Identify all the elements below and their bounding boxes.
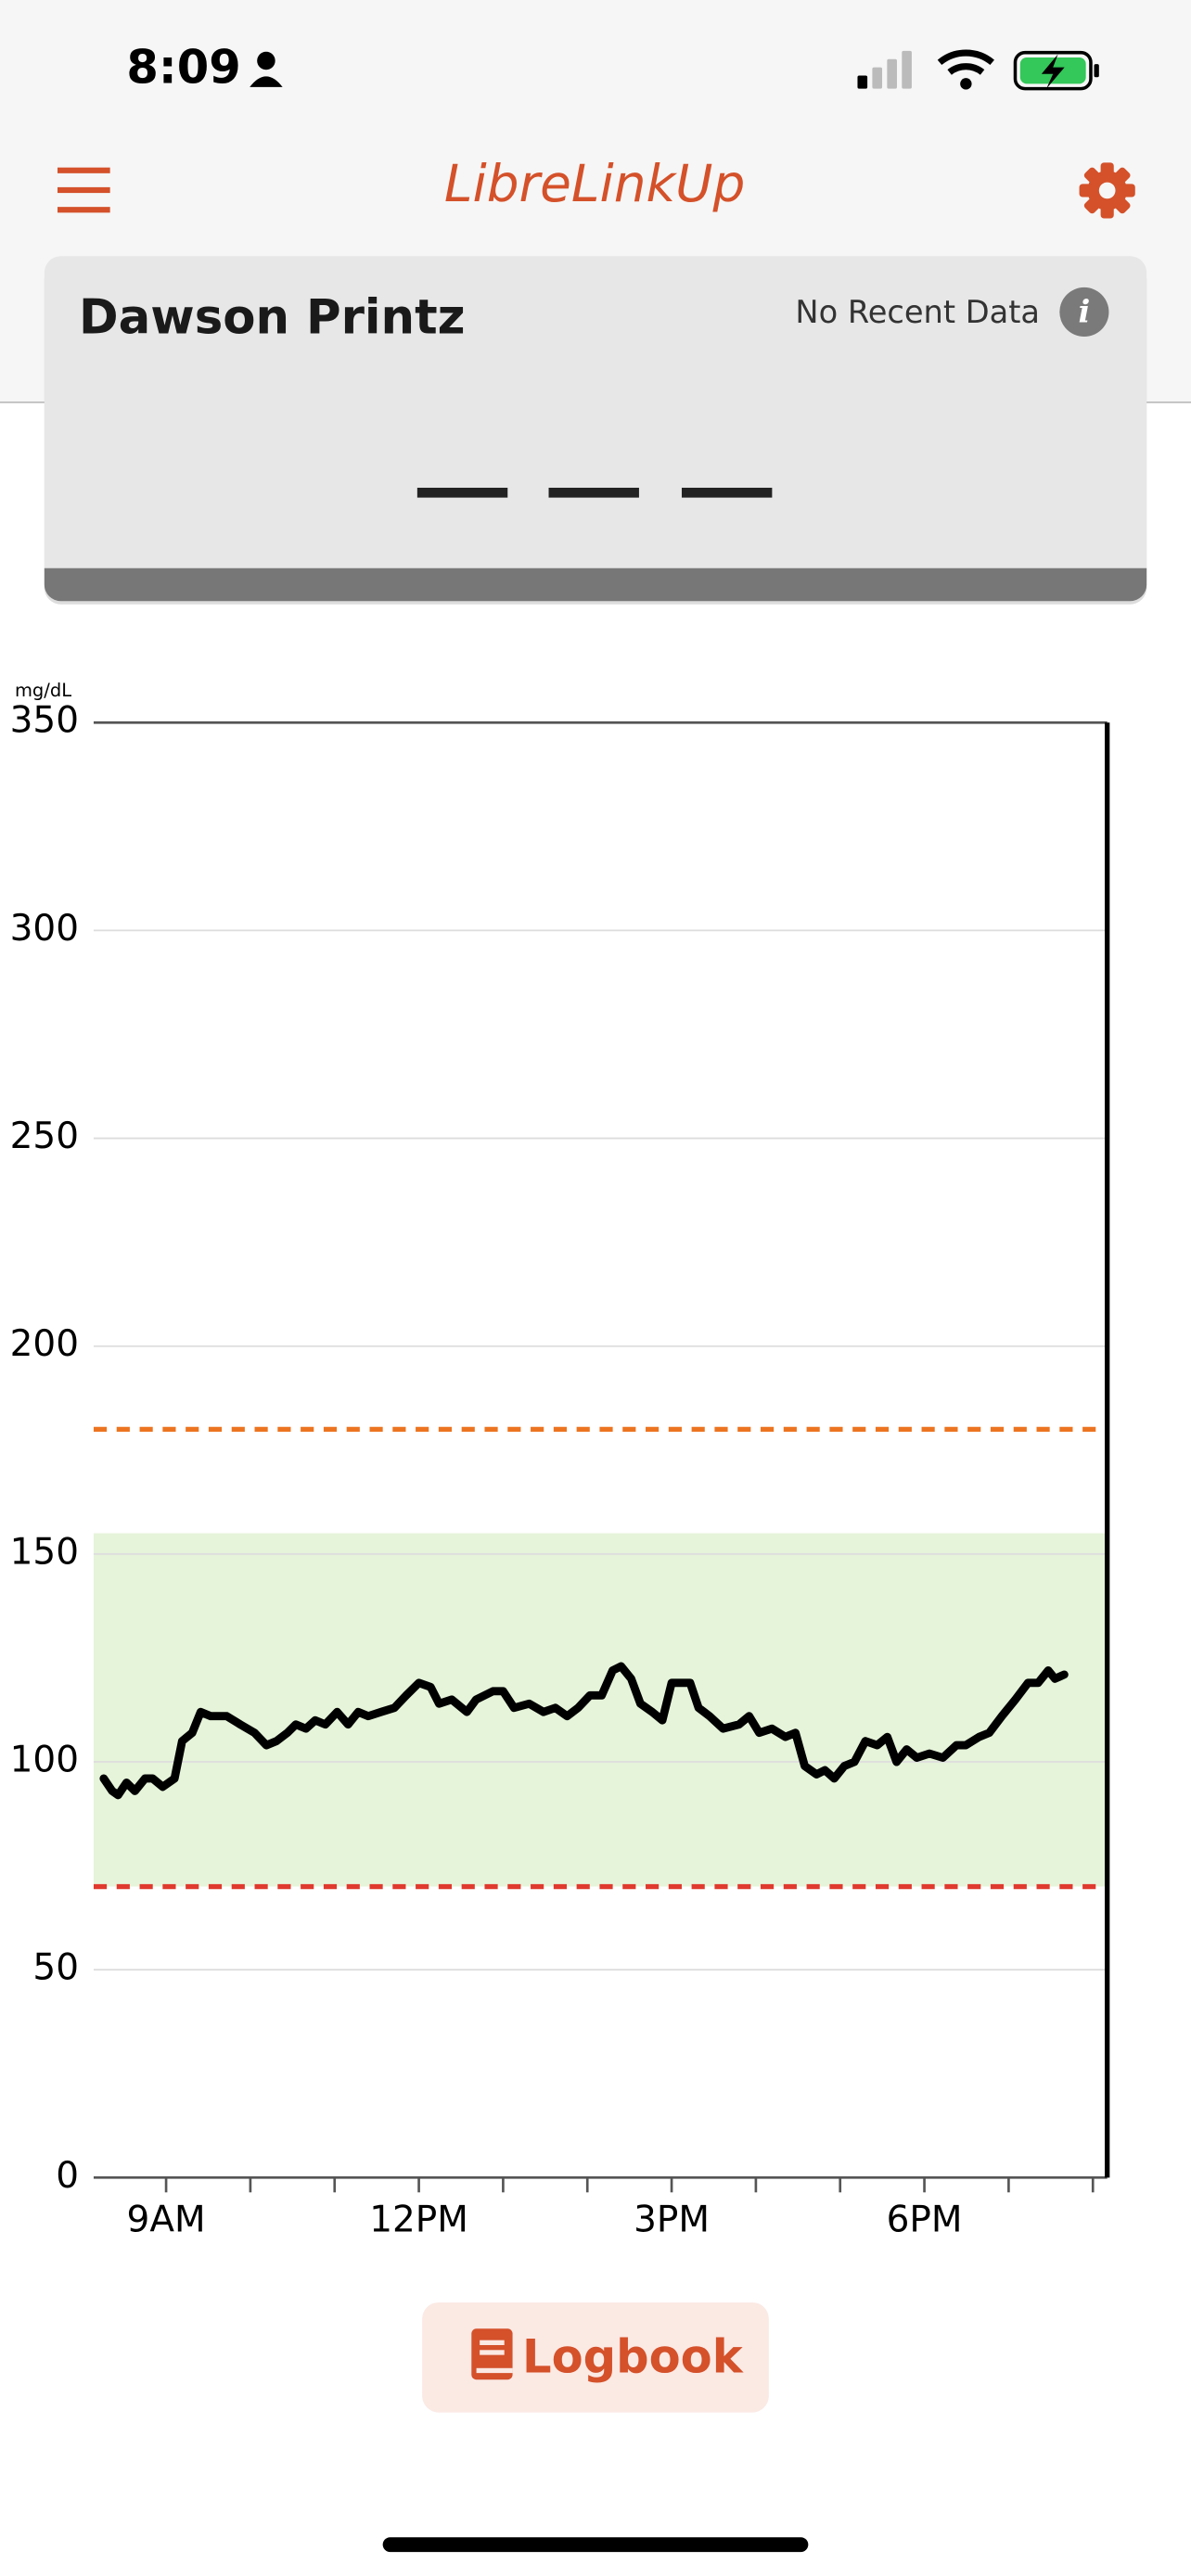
target-range [93,1533,1108,1887]
home-indicator [382,2537,809,2553]
y-tick-label: 350 [10,700,79,742]
y-unit-label: mg/dL [15,680,71,701]
no-reading-dash [416,487,508,498]
battery-icon [1094,64,1099,78]
battery-icon [1013,50,1093,91]
person-icon [257,51,275,70]
data-status: No Recent Data [795,294,1040,330]
y-tick-label: 0 [56,2155,79,2197]
person-icon [250,76,283,87]
patient-card[interactable] [44,256,1147,605]
battery-icon [1041,54,1065,89]
glucose-chart: 0 50 100 150 200 250 300 350 9AM 12PM 3PM 6PM [10,700,1110,2241]
x-tick-label: 3PM [634,2200,710,2241]
no-reading-dash [681,487,773,498]
settings-button[interactable] [1079,162,1135,219]
signal-icon [902,50,912,89]
menu-button[interactable] [57,167,110,213]
no-reading-dash [548,487,639,498]
y-tick-label: 50 [32,1947,79,1989]
logbook-label: Logbook [522,2329,744,2383]
y-tick-label: 150 [10,1531,79,1573]
signal-icon [872,67,883,89]
glucose-line [99,1662,1069,1800]
app-title: LibreLinkUp [444,154,745,213]
logbook-button[interactable] [422,2302,769,2413]
signal-icon [857,75,868,89]
y-tick-label: 250 [10,1116,79,1157]
x-tick-label: 9AM [127,2200,206,2241]
y-tick-label: 300 [10,908,79,950]
wifi-icon [937,49,994,75]
y-tick-label: 200 [10,1323,79,1365]
info-button[interactable]: i [1059,287,1109,338]
y-tick-label: 100 [10,1740,79,1781]
signal-icon [887,58,897,89]
x-tick-label: 12PM [369,2200,468,2241]
svg-text:i: i [1078,292,1090,329]
patient-name: Dawson Printz [79,289,466,345]
status-time: 8:09 [126,41,240,95]
x-tick-label: 6PM [887,2200,963,2241]
wifi-icon [960,78,972,90]
